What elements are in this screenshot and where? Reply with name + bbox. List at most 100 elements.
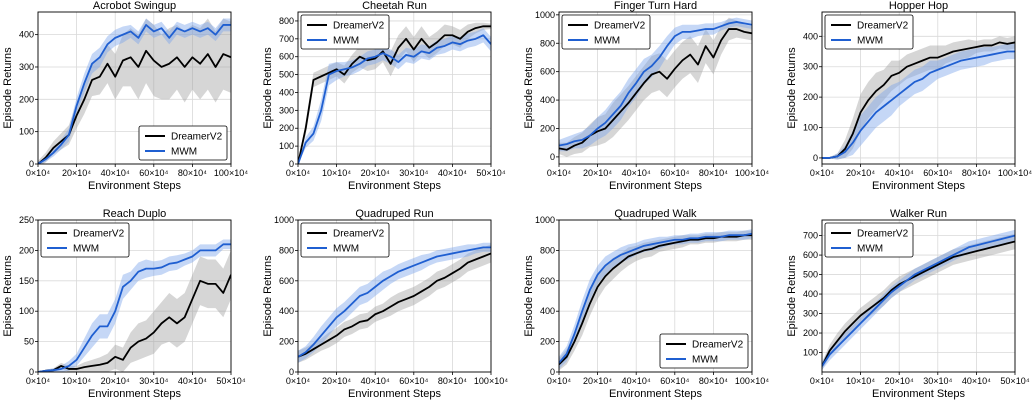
chart-title: Quadruped Walk bbox=[614, 208, 697, 220]
y-tick-label: 600 bbox=[279, 52, 294, 62]
y-tick-label: 800 bbox=[279, 245, 294, 255]
y-tick-label: 50 bbox=[24, 337, 34, 347]
plot-area bbox=[298, 242, 491, 363]
y-tick-label: 800 bbox=[540, 38, 555, 48]
y-tick-label: 1000 bbox=[535, 10, 555, 20]
x-tick-label: 40×10⁴ bbox=[438, 168, 467, 178]
plot-frame bbox=[558, 11, 753, 165]
confidence-band bbox=[298, 28, 491, 164]
x-tick-label: 100×10⁴ bbox=[474, 376, 508, 386]
plot-frame bbox=[558, 219, 753, 373]
confidence-band bbox=[559, 17, 752, 152]
y-axis-label: Episode Returns bbox=[523, 255, 535, 337]
y-tick-label: 500 bbox=[803, 270, 818, 280]
series-line bbox=[559, 21, 752, 147]
x-tick-label: 0×10⁴ bbox=[810, 376, 834, 386]
y-tick-label: 200 bbox=[19, 245, 34, 255]
y-tick-label: 100 bbox=[19, 306, 34, 316]
y-tick-label: 0 bbox=[289, 367, 294, 377]
series-line bbox=[822, 41, 1015, 159]
legend-label: DreamerV2 bbox=[333, 229, 385, 240]
legend: DreamerV2 MWM bbox=[138, 125, 228, 161]
series-line bbox=[822, 50, 1015, 159]
legend-label: DreamerV2 bbox=[692, 340, 744, 351]
legend: DreamerV2 MWM bbox=[561, 14, 651, 50]
x-tick-label: 0×10⁴ bbox=[547, 376, 571, 386]
x-tick-label: 20×10⁴ bbox=[583, 168, 612, 178]
x-tick-label: 20×10⁴ bbox=[322, 376, 351, 386]
series-line bbox=[298, 25, 491, 164]
legend-label: DreamerV2 bbox=[594, 21, 646, 32]
x-tick-label: 0×10⁴ bbox=[286, 168, 310, 178]
chart-panel: 0×10⁴ 20×10⁴ 40×10⁴ 60×10⁴ 80×10⁴ 100×10⁴ 0 100… bbox=[786, 0, 1032, 192]
y-axis-label: Episode Returns bbox=[2, 255, 14, 337]
series-line bbox=[822, 234, 1015, 367]
chart-title: Quadruped Run bbox=[355, 208, 433, 220]
x-tick-label: 40×10⁴ bbox=[178, 376, 207, 386]
legend: DreamerV2 MWM bbox=[824, 14, 914, 50]
y-tick-label: 400 bbox=[279, 306, 294, 316]
x-tick-label: 0×10⁴ bbox=[26, 168, 50, 178]
plot-frame bbox=[297, 219, 492, 373]
legend: DreamerV2 MWM bbox=[300, 14, 390, 50]
chart-panel: 0×10⁴ 20×10⁴ 40×10⁴ 60×10⁴ 80×10⁴ 100×10⁴ 0 200… bbox=[262, 208, 508, 400]
x-tick-label: 100×10⁴ bbox=[735, 168, 769, 178]
chart-panel: 0×10⁴ 10×10⁴ 20×10⁴ 30×10⁴ 40×10⁴ 50×10⁴ 100 20… bbox=[786, 208, 1030, 400]
x-tick-label: 80×10⁴ bbox=[438, 376, 467, 386]
x-tick-label: 0×10⁴ bbox=[286, 376, 310, 386]
plot-area bbox=[298, 22, 491, 164]
confidence-band bbox=[298, 22, 491, 164]
chart-title: Reach Duplo bbox=[103, 208, 167, 220]
legend-label: MWM bbox=[333, 36, 359, 47]
x-axis-label: Environment Steps bbox=[609, 388, 702, 400]
chart-panel: 0×10⁴ 10×10⁴ 20×10⁴ 30×10⁴ 40×10⁴ 50×10⁴ 0 100 2… bbox=[262, 0, 506, 192]
legend: DreamerV2 MWM bbox=[300, 222, 390, 258]
x-tick-label: 30×10⁴ bbox=[399, 168, 428, 178]
plot-area bbox=[38, 18, 231, 164]
y-tick-label: 300 bbox=[803, 62, 818, 72]
y-tick-label: 200 bbox=[803, 92, 818, 102]
y-tick-label: 300 bbox=[19, 62, 34, 72]
confidence-band bbox=[38, 250, 231, 372]
y-tick-label: 1000 bbox=[535, 215, 555, 225]
confidence-band bbox=[38, 239, 231, 372]
x-tick-label: 20×10⁴ bbox=[885, 376, 914, 386]
chart-title: Hopper Hop bbox=[889, 0, 948, 12]
y-tick-label: 250 bbox=[19, 215, 34, 225]
y-tick-label: 100 bbox=[803, 348, 818, 358]
y-tick-label: 150 bbox=[19, 276, 34, 286]
y-tick-label: 0 bbox=[813, 153, 818, 163]
x-tick-label: 50×10⁴ bbox=[216, 376, 245, 386]
legend: DreamerV2 MWM bbox=[824, 222, 914, 258]
x-tick-label: 20×10⁴ bbox=[62, 168, 91, 178]
chart-title: Walker Run bbox=[890, 208, 947, 220]
y-tick-label: 800 bbox=[279, 16, 294, 26]
chart-title: Acrobot Swingup bbox=[93, 0, 176, 12]
x-tick-label: 0×10⁴ bbox=[26, 376, 50, 386]
y-tick-label: 700 bbox=[279, 34, 294, 44]
x-axis-label: Environment Steps bbox=[348, 180, 441, 192]
y-tick-label: 400 bbox=[540, 95, 555, 105]
chart-panel: 0×10⁴ 20×10⁴ 40×10⁴ 60×10⁴ 80×10⁴ 100×10⁴ 0 100… bbox=[2, 0, 248, 192]
y-tick-label: 600 bbox=[540, 276, 555, 286]
series-line bbox=[298, 34, 491, 164]
y-axis-label: Episode Returns bbox=[262, 255, 274, 337]
x-axis-label: Environment Steps bbox=[88, 388, 181, 400]
x-axis-label: Environment Steps bbox=[88, 180, 181, 192]
x-tick-label: 50×10⁴ bbox=[1000, 376, 1029, 386]
legend-label: MWM bbox=[594, 36, 620, 47]
chart-title: Cheetah Run bbox=[362, 0, 427, 12]
series-line bbox=[38, 243, 231, 372]
y-axis-label: Episode Returns bbox=[786, 255, 798, 337]
plot-frame bbox=[821, 219, 1016, 373]
series-line bbox=[38, 24, 231, 164]
y-tick-label: 0 bbox=[289, 159, 294, 169]
x-tick-label: 0×10⁴ bbox=[547, 168, 571, 178]
legend-label: DreamerV2 bbox=[171, 132, 223, 143]
x-tick-label: 10×10⁴ bbox=[62, 376, 91, 386]
x-tick-label: 100×10⁴ bbox=[998, 168, 1032, 178]
x-tick-label: 40×10⁴ bbox=[885, 168, 914, 178]
x-tick-label: 20×10⁴ bbox=[583, 376, 612, 386]
x-tick-label: 10×10⁴ bbox=[846, 376, 875, 386]
